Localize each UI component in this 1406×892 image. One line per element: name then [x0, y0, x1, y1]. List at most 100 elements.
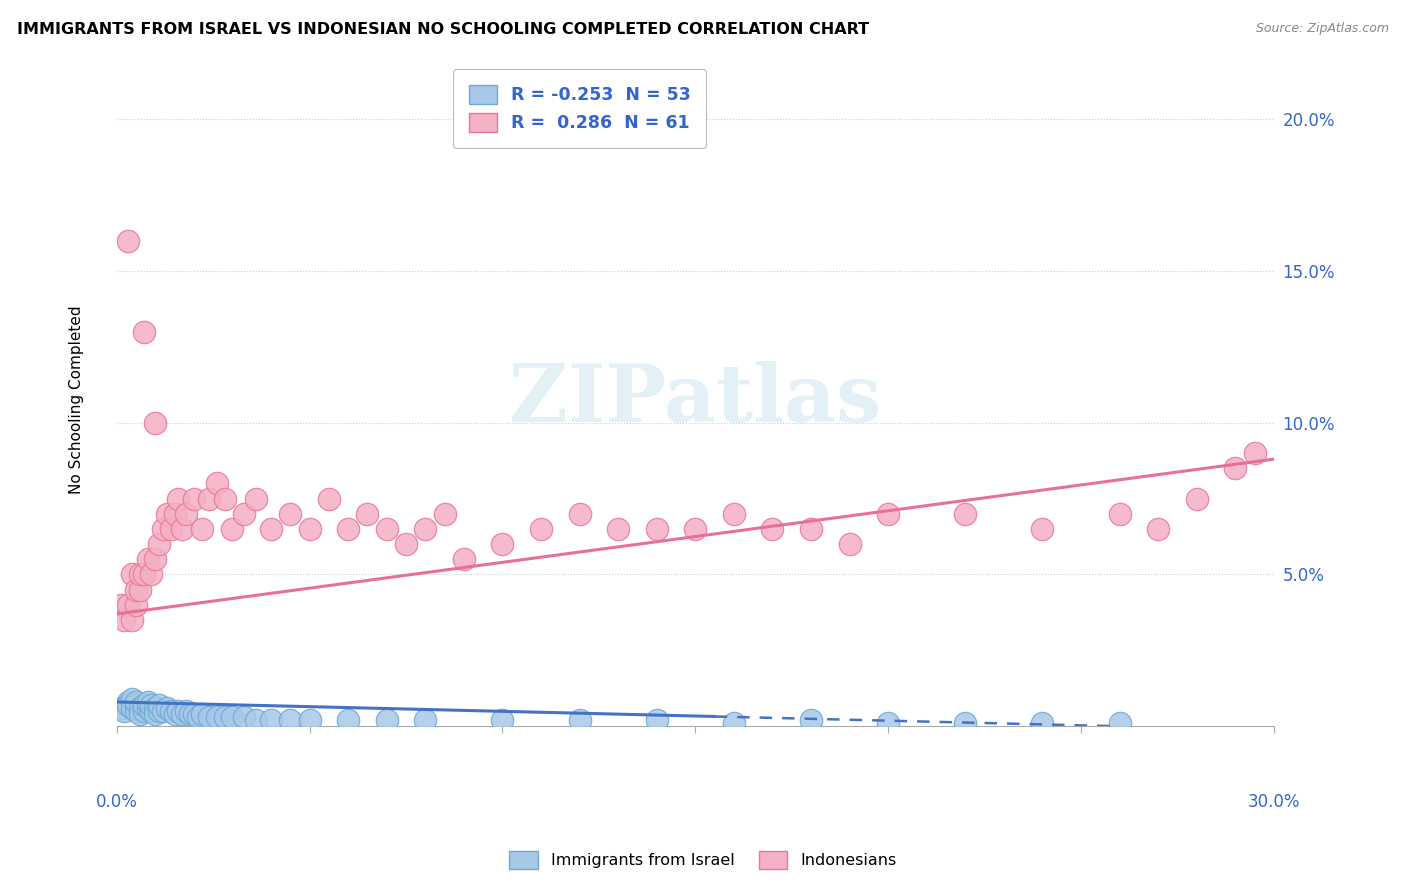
- Point: [233, 507, 256, 521]
- Point: [148, 537, 170, 551]
- Text: Source: ZipAtlas.com: Source: ZipAtlas.com: [1256, 22, 1389, 36]
- Point: [318, 491, 340, 506]
- Point: [114, 613, 136, 627]
- Point: [136, 695, 159, 709]
- Point: [337, 713, 360, 727]
- Point: [568, 713, 591, 727]
- Point: [121, 692, 143, 706]
- Point: [114, 704, 136, 718]
- Point: [179, 707, 201, 722]
- Point: [214, 710, 236, 724]
- Point: [491, 537, 513, 551]
- Point: [433, 507, 456, 521]
- Point: [761, 522, 783, 536]
- Point: [183, 491, 205, 506]
- Point: [143, 701, 166, 715]
- Point: [198, 491, 221, 506]
- Point: [800, 713, 823, 727]
- Point: [183, 707, 205, 722]
- Point: [190, 707, 212, 722]
- Point: [221, 522, 243, 536]
- Point: [245, 713, 267, 727]
- Point: [121, 701, 143, 715]
- Point: [1031, 716, 1053, 731]
- Point: [121, 567, 143, 582]
- Point: [167, 704, 190, 718]
- Point: [117, 698, 139, 712]
- Point: [530, 522, 553, 536]
- Point: [125, 598, 148, 612]
- Point: [298, 713, 321, 727]
- Point: [125, 704, 148, 718]
- Point: [375, 522, 398, 536]
- Point: [607, 522, 630, 536]
- Point: [121, 613, 143, 627]
- Point: [723, 716, 745, 731]
- Point: [128, 567, 150, 582]
- Point: [375, 713, 398, 727]
- Point: [260, 522, 283, 536]
- Point: [125, 698, 148, 712]
- Point: [645, 522, 668, 536]
- Text: IMMIGRANTS FROM ISRAEL VS INDONESIAN NO SCHOOLING COMPLETED CORRELATION CHART: IMMIGRANTS FROM ISRAEL VS INDONESIAN NO …: [17, 22, 869, 37]
- Text: 30.0%: 30.0%: [1247, 793, 1301, 811]
- Point: [148, 704, 170, 718]
- Point: [167, 491, 190, 506]
- Point: [1147, 522, 1170, 536]
- Point: [800, 522, 823, 536]
- Point: [298, 522, 321, 536]
- Legend: R = -0.253  N = 53, R =  0.286  N = 61: R = -0.253 N = 53, R = 0.286 N = 61: [453, 70, 706, 148]
- Legend: Immigrants from Israel, Indonesians: Immigrants from Israel, Indonesians: [503, 845, 903, 875]
- Point: [159, 704, 181, 718]
- Text: No Schooling Completed: No Schooling Completed: [69, 306, 84, 494]
- Point: [152, 704, 174, 718]
- Point: [198, 710, 221, 724]
- Point: [128, 707, 150, 722]
- Point: [214, 491, 236, 506]
- Point: [955, 716, 977, 731]
- Point: [136, 701, 159, 715]
- Point: [128, 582, 150, 597]
- Point: [491, 713, 513, 727]
- Point: [877, 716, 900, 731]
- Point: [1108, 716, 1130, 731]
- Point: [877, 507, 900, 521]
- Point: [1243, 446, 1265, 460]
- Point: [110, 701, 132, 715]
- Point: [156, 507, 179, 521]
- Point: [955, 507, 977, 521]
- Point: [110, 598, 132, 612]
- Point: [187, 710, 209, 724]
- Text: ZIPatlas: ZIPatlas: [509, 361, 882, 439]
- Point: [136, 552, 159, 566]
- Point: [141, 698, 163, 712]
- Point: [190, 522, 212, 536]
- Point: [143, 552, 166, 566]
- Point: [453, 552, 475, 566]
- Point: [205, 710, 228, 724]
- Point: [645, 713, 668, 727]
- Point: [117, 695, 139, 709]
- Point: [117, 598, 139, 612]
- Point: [172, 707, 194, 722]
- Point: [205, 476, 228, 491]
- Point: [128, 701, 150, 715]
- Point: [395, 537, 418, 551]
- Point: [148, 698, 170, 712]
- Point: [278, 507, 301, 521]
- Point: [132, 567, 155, 582]
- Point: [1185, 491, 1208, 506]
- Point: [415, 522, 437, 536]
- Point: [1031, 522, 1053, 536]
- Point: [163, 707, 186, 722]
- Point: [723, 507, 745, 521]
- Point: [152, 522, 174, 536]
- Point: [356, 507, 378, 521]
- Point: [125, 695, 148, 709]
- Point: [1225, 461, 1247, 475]
- Point: [141, 704, 163, 718]
- Point: [141, 567, 163, 582]
- Point: [1108, 507, 1130, 521]
- Point: [260, 713, 283, 727]
- Point: [174, 507, 197, 521]
